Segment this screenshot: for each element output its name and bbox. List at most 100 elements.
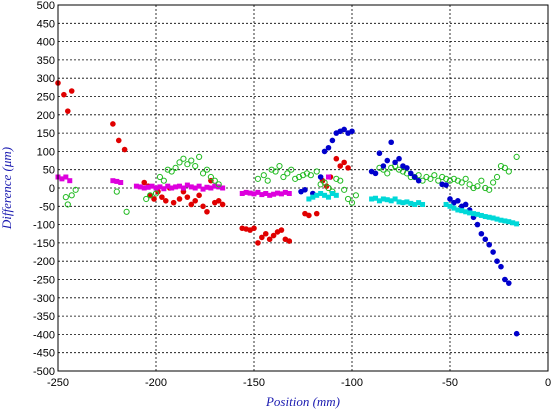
data-point — [412, 201, 418, 207]
data-point — [467, 210, 473, 216]
x-tick-label: -150 — [243, 377, 265, 389]
data-point — [322, 192, 328, 198]
data-point — [152, 190, 160, 197]
data-point — [260, 172, 267, 179]
data-point — [219, 201, 226, 208]
data-point — [192, 162, 199, 170]
y-tick-label: -100 — [33, 220, 55, 232]
data-point — [61, 91, 67, 98]
data-point — [247, 190, 253, 196]
data-point — [163, 198, 169, 204]
data-point — [455, 207, 461, 213]
y-tick-label: -300 — [33, 293, 55, 305]
data-point — [478, 177, 485, 184]
data-point — [141, 185, 147, 191]
data-point — [510, 220, 516, 226]
x-tick-label: -200 — [145, 377, 167, 389]
data-point — [286, 238, 293, 244]
data-point — [200, 186, 206, 192]
data-point — [490, 215, 496, 221]
data-point — [451, 205, 457, 211]
y-tick-label: 300 — [37, 73, 55, 85]
data-point — [404, 199, 410, 205]
data-point — [333, 155, 340, 162]
data-point — [466, 181, 473, 188]
data-point — [188, 184, 194, 190]
y-tick-label: 500 — [37, 0, 55, 12]
data-point — [188, 157, 195, 164]
data-point — [177, 183, 183, 189]
data-point — [275, 190, 281, 196]
data-point — [176, 159, 183, 166]
data-series — [62, 153, 520, 215]
data-point — [180, 185, 186, 191]
data-point — [325, 184, 332, 192]
data-point — [143, 195, 150, 203]
data-point — [474, 221, 481, 228]
data-point — [220, 185, 226, 191]
y-tick-label: 200 — [37, 110, 55, 122]
x-tick-label: -100 — [341, 377, 363, 389]
x-tick-labels: -250 -200 -150 -100 -50 0 — [47, 377, 551, 389]
data-point — [380, 196, 386, 202]
data-point — [486, 186, 493, 193]
data-point — [176, 196, 183, 202]
data-point — [498, 217, 504, 223]
data-point — [203, 166, 211, 173]
data-point — [502, 276, 508, 283]
data-point — [352, 192, 360, 199]
data-point — [306, 212, 312, 219]
data-point — [133, 183, 139, 189]
data-point — [341, 186, 348, 193]
data-point — [251, 225, 257, 232]
data-point — [325, 174, 331, 180]
data-point — [376, 198, 382, 204]
data-point — [458, 179, 465, 186]
data-point — [435, 177, 442, 184]
data-point — [280, 173, 287, 181]
data-point — [321, 148, 328, 155]
data-point — [67, 178, 73, 184]
data-point — [513, 153, 520, 160]
data-point — [65, 108, 71, 114]
data-point — [266, 236, 273, 243]
y-tick-label: 0 — [49, 183, 55, 195]
data-point — [333, 192, 339, 198]
data-point — [254, 175, 262, 182]
data-point — [160, 177, 167, 184]
data-points — [55, 80, 520, 337]
data-point — [447, 203, 453, 209]
data-point — [443, 182, 449, 188]
y-tick-label: -150 — [33, 238, 55, 250]
data-point — [486, 241, 493, 248]
data-point — [110, 121, 116, 127]
data-point — [141, 179, 148, 186]
y-tick-label: 250 — [37, 92, 55, 104]
data-point — [168, 168, 175, 175]
data-point — [215, 198, 222, 204]
data-point — [165, 183, 171, 189]
data-point — [157, 184, 163, 190]
data-point — [251, 191, 257, 197]
data-point — [62, 194, 69, 201]
data-point — [318, 190, 324, 196]
data-point — [490, 179, 497, 186]
data-point — [110, 178, 116, 184]
data-point — [196, 183, 202, 189]
data-point — [408, 200, 414, 206]
data-point — [478, 230, 485, 237]
y-tick-label: -250 — [33, 275, 55, 287]
data-point — [151, 196, 157, 202]
y-tick-label: 150 — [37, 128, 55, 140]
data-point — [114, 178, 120, 184]
data-point — [137, 184, 143, 190]
data-point — [474, 183, 481, 190]
data-point — [68, 88, 75, 94]
y-tick-label: 350 — [37, 55, 55, 67]
data-point — [310, 194, 316, 200]
data-point — [501, 164, 508, 171]
data-point — [459, 208, 465, 214]
data-point — [169, 185, 175, 191]
data-point — [288, 166, 295, 173]
data-point — [72, 186, 79, 193]
